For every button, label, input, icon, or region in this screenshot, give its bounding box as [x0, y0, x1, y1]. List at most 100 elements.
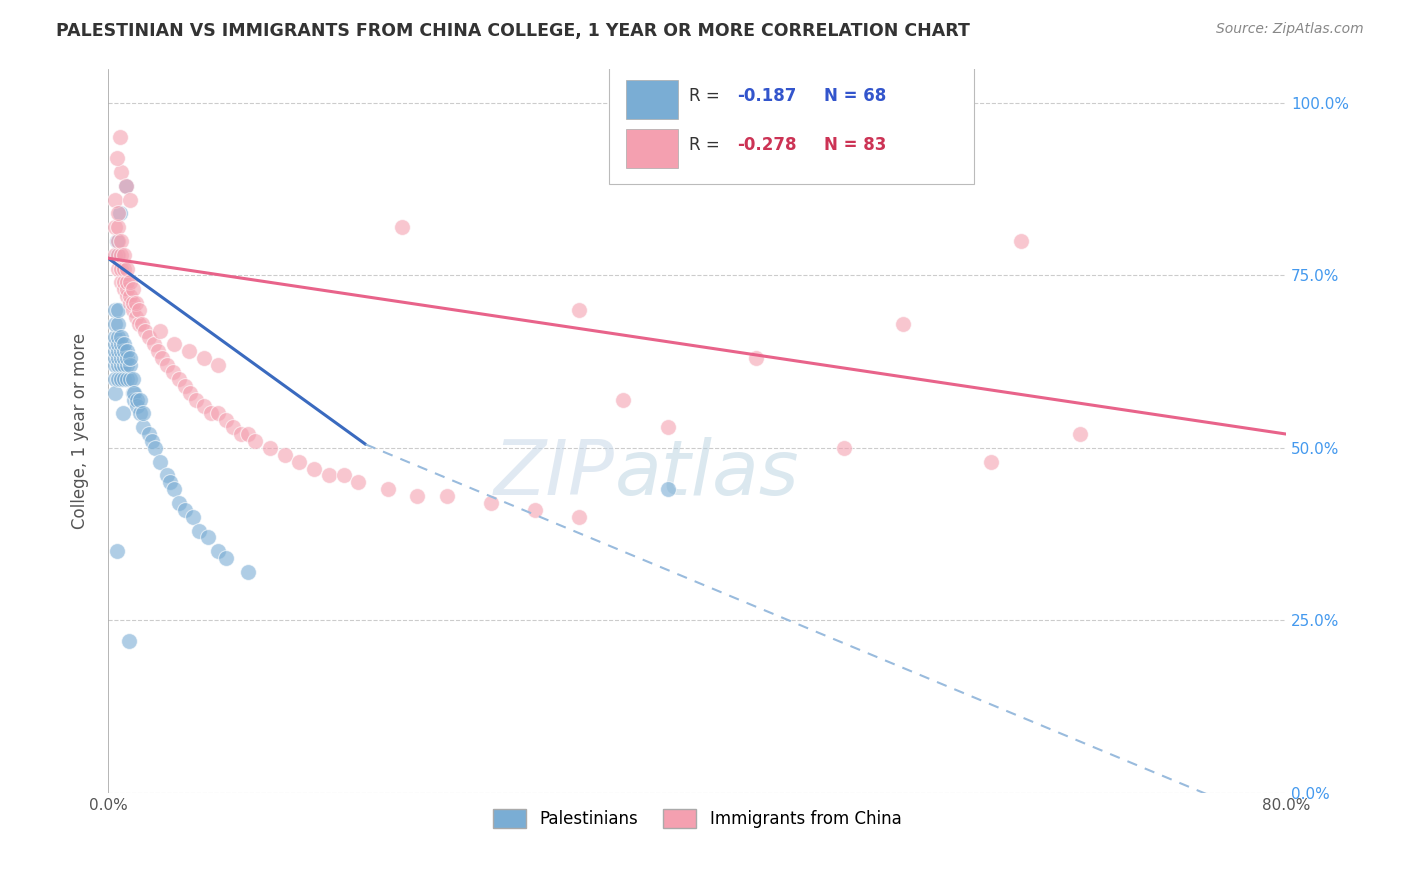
Point — [110, 337, 132, 351]
Point — [207, 406, 229, 420]
Point — [193, 351, 215, 366]
Point — [479, 496, 502, 510]
Point — [115, 275, 138, 289]
Point — [186, 392, 208, 407]
Point — [107, 261, 129, 276]
Text: -0.278: -0.278 — [737, 136, 797, 153]
Point — [1010, 234, 1032, 248]
Point — [108, 130, 131, 145]
Point — [110, 261, 132, 276]
Point — [273, 448, 295, 462]
Point — [156, 468, 179, 483]
Point — [436, 489, 458, 503]
Point — [163, 482, 186, 496]
Point — [302, 461, 325, 475]
Point — [122, 282, 145, 296]
Point — [105, 151, 128, 165]
Point — [134, 324, 156, 338]
Point — [183, 509, 205, 524]
Point — [110, 372, 132, 386]
Point — [114, 178, 136, 193]
Point — [105, 234, 128, 248]
Point — [112, 248, 135, 262]
Text: Source: ZipAtlas.com: Source: ZipAtlas.com — [1216, 22, 1364, 37]
Point — [112, 344, 135, 359]
Point — [107, 358, 129, 372]
Point — [110, 358, 132, 372]
Point — [122, 372, 145, 386]
Point — [112, 358, 135, 372]
Point — [115, 344, 138, 359]
Point — [245, 434, 267, 448]
Text: ZIP: ZIP — [494, 437, 614, 511]
Point — [117, 634, 139, 648]
Point — [236, 427, 259, 442]
Point — [115, 261, 138, 276]
Point — [173, 503, 195, 517]
Point — [122, 302, 145, 317]
Point — [207, 544, 229, 558]
Point — [657, 482, 679, 496]
Point — [215, 413, 238, 427]
Point — [104, 317, 127, 331]
Point — [127, 392, 149, 407]
Point — [148, 455, 170, 469]
Point — [112, 282, 135, 296]
Point — [229, 427, 252, 442]
Text: R =: R = — [689, 136, 724, 153]
Point — [288, 455, 311, 469]
Point — [112, 261, 135, 276]
Point — [129, 406, 152, 420]
Point — [125, 310, 148, 324]
Legend: Palestinians, Immigrants from China: Palestinians, Immigrants from China — [486, 803, 908, 835]
Point — [104, 337, 127, 351]
Point — [259, 441, 281, 455]
Point — [141, 434, 163, 448]
Point — [207, 358, 229, 372]
Point — [128, 302, 150, 317]
Point — [120, 372, 142, 386]
Point — [138, 330, 160, 344]
Point — [107, 330, 129, 344]
Point — [128, 317, 150, 331]
Point — [347, 475, 370, 490]
Point — [377, 482, 399, 496]
Point — [107, 317, 129, 331]
Point — [120, 193, 142, 207]
Point — [115, 282, 138, 296]
Point — [104, 330, 127, 344]
Point — [104, 344, 127, 359]
Point — [200, 406, 222, 420]
Point — [120, 358, 142, 372]
Point — [162, 365, 184, 379]
Point — [138, 427, 160, 442]
Point — [152, 351, 174, 366]
FancyBboxPatch shape — [609, 65, 974, 185]
Text: PALESTINIAN VS IMMIGRANTS FROM CHINA COLLEGE, 1 YEAR OR MORE CORRELATION CHART: PALESTINIAN VS IMMIGRANTS FROM CHINA COL… — [56, 22, 970, 40]
Point — [107, 248, 129, 262]
Point — [657, 420, 679, 434]
Point — [132, 406, 155, 420]
Point — [104, 358, 127, 372]
Point — [107, 351, 129, 366]
Point — [745, 351, 768, 366]
Point — [110, 234, 132, 248]
Point — [179, 385, 201, 400]
Point — [980, 455, 1002, 469]
FancyBboxPatch shape — [626, 128, 678, 168]
Point — [115, 351, 138, 366]
Point — [107, 337, 129, 351]
Point — [173, 378, 195, 392]
Point — [891, 317, 914, 331]
Point — [215, 551, 238, 566]
Text: R =: R = — [689, 87, 724, 104]
Point — [159, 475, 181, 490]
Point — [568, 509, 591, 524]
Point — [832, 441, 855, 455]
Point — [122, 296, 145, 310]
Point — [142, 337, 165, 351]
Point — [124, 392, 146, 407]
Point — [115, 289, 138, 303]
Point — [143, 441, 166, 455]
Text: atlas: atlas — [614, 437, 799, 511]
